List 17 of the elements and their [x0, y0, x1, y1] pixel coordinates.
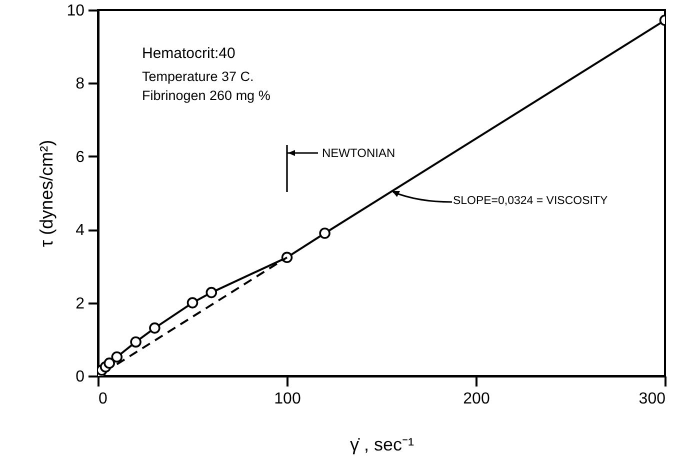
annotation: Fibrinogen 260 mg % — [142, 88, 270, 103]
annotation: NEWTONIAN — [322, 146, 396, 160]
annotation: Hematocrit:40 — [142, 45, 236, 62]
y-tick-label: 8 — [76, 76, 85, 93]
y-tick-label: 4 — [76, 222, 85, 240]
y-tick-label: 2 — [76, 295, 85, 312]
annotation: Temperature 37 C. — [142, 69, 254, 84]
annotation: SLOPE=0,0324 = VISCOSITY — [452, 194, 608, 207]
x-tick-label: 100 — [274, 390, 301, 408]
x-tick-label: 0 — [98, 390, 108, 408]
y-axis-title: τ (dynes/cm²) — [36, 140, 57, 248]
y-tick-label: 6 — [76, 148, 85, 166]
y-tick-label: 10 — [66, 2, 85, 20]
x-tick-label: 200 — [463, 390, 490, 408]
x-tick-label: 300 — [638, 390, 666, 408]
x-axis-title: γ̇ , sec⁻¹ — [350, 434, 414, 454]
y-tick-label: 0 — [76, 368, 85, 386]
